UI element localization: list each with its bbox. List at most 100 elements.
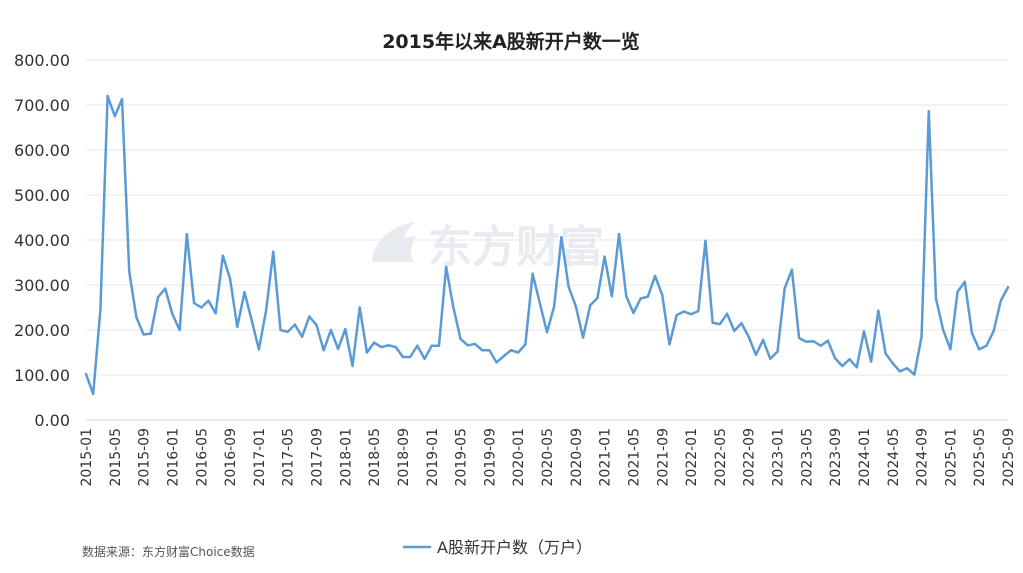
data-point xyxy=(401,355,405,359)
legend-label: A股新开户数（万户） xyxy=(437,538,592,557)
data-point xyxy=(156,295,160,299)
gridlines xyxy=(86,59,1008,376)
data-point xyxy=(178,328,181,332)
data-point xyxy=(812,340,815,343)
data-point xyxy=(848,358,851,361)
y-tick-label: 0.00 xyxy=(34,411,70,430)
data-point xyxy=(106,94,109,98)
data-point xyxy=(120,97,124,101)
data-point xyxy=(905,367,909,370)
data-point xyxy=(999,299,1002,302)
data-point xyxy=(574,304,578,308)
chart-title: 2015年以来A股新开户数一览 xyxy=(382,30,640,53)
data-point xyxy=(992,330,995,333)
data-point xyxy=(444,265,448,269)
y-tick-label: 700.00 xyxy=(14,96,70,115)
data-point xyxy=(329,328,333,332)
x-tick-label: 2019-01 xyxy=(425,428,441,487)
x-tick-label: 2023-09 xyxy=(828,428,844,487)
data-point xyxy=(344,327,347,331)
data-point xyxy=(927,110,930,113)
data-point xyxy=(740,322,743,325)
data-point xyxy=(977,348,981,351)
data-point xyxy=(149,332,153,335)
data-point xyxy=(358,306,361,309)
data-point xyxy=(718,322,722,326)
y-tick-label: 800.00 xyxy=(14,51,70,70)
data-point xyxy=(207,299,210,302)
data-point xyxy=(589,304,592,307)
x-tick-label: 2022-05 xyxy=(713,428,729,487)
data-point xyxy=(776,350,779,353)
data-point xyxy=(884,352,887,355)
data-point xyxy=(264,309,268,312)
data-point xyxy=(682,310,686,313)
data-point xyxy=(113,115,117,118)
data-point xyxy=(524,343,527,346)
data-point xyxy=(697,309,700,313)
data-point xyxy=(661,293,664,297)
x-tick-label: 2024-05 xyxy=(886,428,902,487)
data-point xyxy=(920,335,923,338)
data-point xyxy=(877,309,880,312)
x-tick-label: 2025-05 xyxy=(972,428,988,487)
data-point xyxy=(754,353,758,356)
data-point xyxy=(891,362,894,365)
x-tick-label: 2018-09 xyxy=(396,428,412,487)
data-point xyxy=(228,277,232,280)
data-point xyxy=(437,344,441,347)
y-tick-label: 500.00 xyxy=(14,186,70,205)
data-point xyxy=(466,344,469,347)
data-point xyxy=(625,295,628,298)
y-axis-ticks: 0.00 100.00 200.00 300.00 400.00 500.00 600.00… xyxy=(14,51,70,430)
data-point xyxy=(668,343,671,346)
x-tick-label: 2015-01 xyxy=(79,428,95,487)
data-point xyxy=(898,370,902,373)
data-point xyxy=(142,333,145,336)
data-point xyxy=(416,344,419,347)
data-point xyxy=(862,330,866,333)
data-point xyxy=(675,313,678,317)
data-point xyxy=(200,306,203,309)
data-point xyxy=(603,255,606,258)
y-tick-label: 100.00 xyxy=(14,366,70,385)
data-point xyxy=(769,357,772,360)
x-tick-label: 2022-01 xyxy=(684,428,700,487)
data-point xyxy=(286,330,289,333)
data-point xyxy=(502,354,505,358)
x-tick-label: 2019-09 xyxy=(482,428,498,487)
y-tick-label: 200.00 xyxy=(14,321,70,340)
data-point xyxy=(243,291,246,294)
data-point xyxy=(351,364,354,368)
data-point xyxy=(214,312,217,315)
data-point xyxy=(452,306,455,309)
x-tick-label: 2024-09 xyxy=(915,428,931,487)
data-point xyxy=(797,336,801,340)
x-tick-label: 2021-09 xyxy=(655,428,671,487)
data-point xyxy=(653,274,657,278)
data-point xyxy=(236,325,239,329)
watermark-logo-icon xyxy=(372,222,416,262)
data-point xyxy=(293,323,297,326)
data-point xyxy=(365,351,369,354)
x-tick-label: 2021-01 xyxy=(598,428,614,487)
x-axis-ticks: 2015-01 2015-05 2015-09 2016-01 2016-05 2016-… xyxy=(79,428,1017,487)
x-tick-label: 2016-05 xyxy=(194,428,210,487)
x-tick-label: 2021-05 xyxy=(626,428,642,487)
data-point xyxy=(92,392,95,396)
data-point xyxy=(387,344,390,347)
data-point xyxy=(581,336,585,339)
data-point xyxy=(480,349,484,352)
data-point xyxy=(956,290,959,293)
x-tick-label: 2018-05 xyxy=(367,428,383,487)
watermark-text: 东方财富 xyxy=(428,222,604,273)
data-point xyxy=(646,295,650,298)
data-point xyxy=(826,339,830,342)
data-point xyxy=(1006,286,1010,289)
x-tick-label: 2019-05 xyxy=(454,428,470,487)
data-point xyxy=(99,308,102,311)
data-point xyxy=(545,331,549,334)
x-tick-label: 2017-09 xyxy=(310,428,326,487)
data-point xyxy=(495,361,498,364)
